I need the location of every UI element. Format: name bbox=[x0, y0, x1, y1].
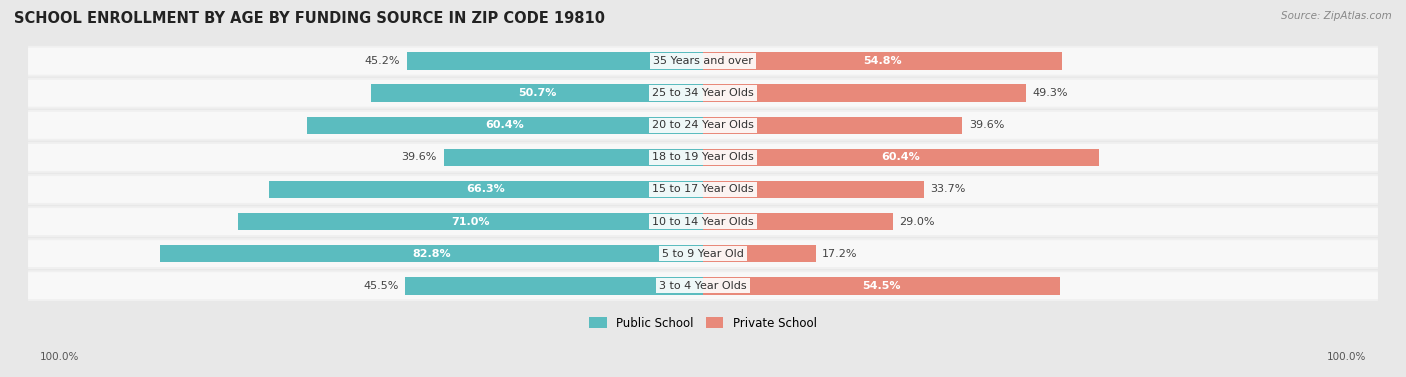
Text: 60.4%: 60.4% bbox=[485, 120, 524, 130]
Text: 20 to 24 Year Olds: 20 to 24 Year Olds bbox=[652, 120, 754, 130]
Text: 100.0%: 100.0% bbox=[1327, 352, 1367, 362]
Bar bbox=[238, 213, 703, 230]
FancyBboxPatch shape bbox=[28, 112, 1378, 139]
FancyBboxPatch shape bbox=[28, 80, 1378, 107]
FancyBboxPatch shape bbox=[28, 46, 1378, 77]
Text: 60.4%: 60.4% bbox=[882, 152, 921, 162]
Text: 45.5%: 45.5% bbox=[363, 281, 398, 291]
Bar bbox=[703, 213, 893, 230]
Text: 17.2%: 17.2% bbox=[823, 248, 858, 259]
Text: 29.0%: 29.0% bbox=[900, 216, 935, 227]
Bar bbox=[405, 277, 703, 294]
Bar bbox=[308, 116, 703, 134]
Text: 66.3%: 66.3% bbox=[467, 184, 505, 195]
Bar bbox=[703, 181, 924, 198]
Bar bbox=[703, 149, 1098, 166]
FancyBboxPatch shape bbox=[28, 272, 1378, 299]
Text: 5 to 9 Year Old: 5 to 9 Year Old bbox=[662, 248, 744, 259]
Bar bbox=[371, 84, 703, 102]
FancyBboxPatch shape bbox=[28, 48, 1378, 75]
FancyBboxPatch shape bbox=[28, 110, 1378, 141]
Text: 50.7%: 50.7% bbox=[517, 88, 557, 98]
Text: 35 Years and over: 35 Years and over bbox=[652, 56, 754, 66]
FancyBboxPatch shape bbox=[28, 78, 1378, 109]
Bar bbox=[160, 245, 703, 262]
FancyBboxPatch shape bbox=[28, 206, 1378, 237]
Bar bbox=[443, 149, 703, 166]
Text: 54.8%: 54.8% bbox=[863, 56, 901, 66]
Legend: Public School, Private School: Public School, Private School bbox=[585, 312, 821, 334]
Text: 71.0%: 71.0% bbox=[451, 216, 489, 227]
Text: 82.8%: 82.8% bbox=[412, 248, 451, 259]
FancyBboxPatch shape bbox=[28, 270, 1378, 301]
Bar bbox=[703, 52, 1062, 70]
Text: Source: ZipAtlas.com: Source: ZipAtlas.com bbox=[1281, 11, 1392, 21]
Text: 54.5%: 54.5% bbox=[862, 281, 901, 291]
FancyBboxPatch shape bbox=[28, 176, 1378, 203]
Text: 100.0%: 100.0% bbox=[39, 352, 79, 362]
Bar bbox=[269, 181, 703, 198]
Text: 25 to 34 Year Olds: 25 to 34 Year Olds bbox=[652, 88, 754, 98]
FancyBboxPatch shape bbox=[28, 238, 1378, 269]
Text: 33.7%: 33.7% bbox=[931, 184, 966, 195]
Text: 18 to 19 Year Olds: 18 to 19 Year Olds bbox=[652, 152, 754, 162]
FancyBboxPatch shape bbox=[28, 240, 1378, 267]
Bar bbox=[703, 277, 1060, 294]
Text: 15 to 17 Year Olds: 15 to 17 Year Olds bbox=[652, 184, 754, 195]
FancyBboxPatch shape bbox=[28, 174, 1378, 205]
FancyBboxPatch shape bbox=[28, 142, 1378, 173]
Bar bbox=[703, 116, 963, 134]
Text: 10 to 14 Year Olds: 10 to 14 Year Olds bbox=[652, 216, 754, 227]
Text: SCHOOL ENROLLMENT BY AGE BY FUNDING SOURCE IN ZIP CODE 19810: SCHOOL ENROLLMENT BY AGE BY FUNDING SOUR… bbox=[14, 11, 605, 26]
Text: 3 to 4 Year Olds: 3 to 4 Year Olds bbox=[659, 281, 747, 291]
Text: 49.3%: 49.3% bbox=[1032, 88, 1069, 98]
FancyBboxPatch shape bbox=[28, 208, 1378, 235]
Bar bbox=[703, 84, 1026, 102]
Text: 39.6%: 39.6% bbox=[402, 152, 437, 162]
Bar bbox=[406, 52, 703, 70]
Text: 45.2%: 45.2% bbox=[364, 56, 401, 66]
Bar bbox=[703, 245, 815, 262]
FancyBboxPatch shape bbox=[28, 144, 1378, 171]
Text: 39.6%: 39.6% bbox=[969, 120, 1004, 130]
